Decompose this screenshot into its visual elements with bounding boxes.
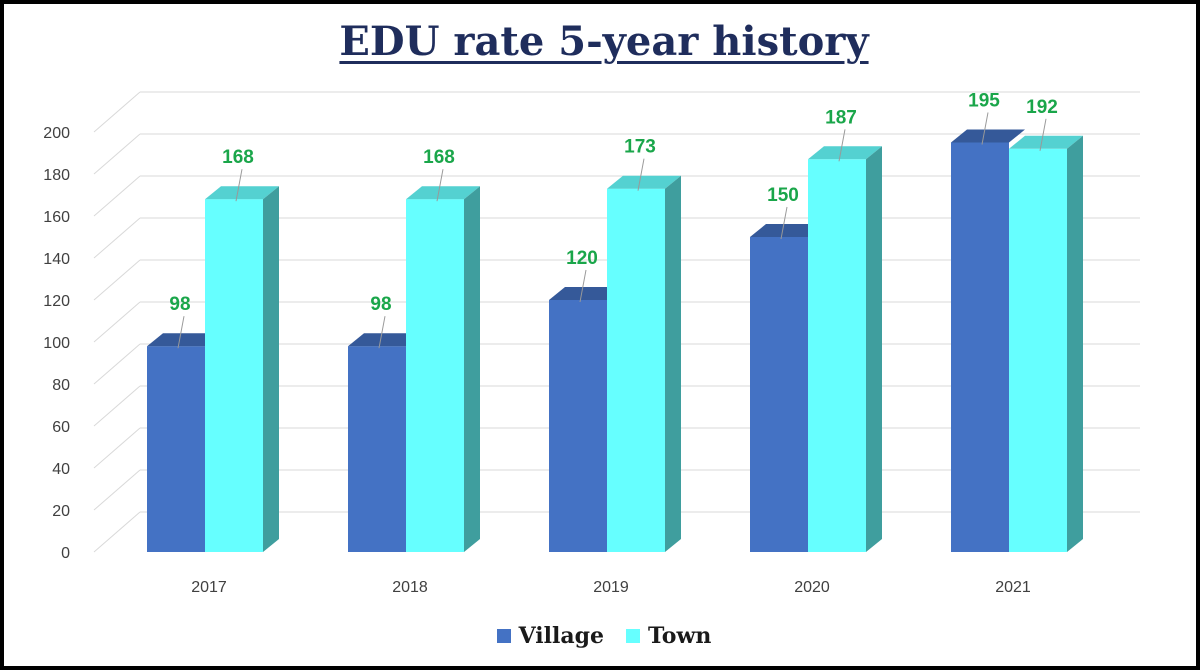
x-tick-label: 2018 (392, 579, 428, 596)
bar-side-town (464, 186, 480, 552)
data-label-leader (838, 129, 846, 162)
data-label: 120 (566, 248, 598, 269)
y-tick-label: 160 (43, 209, 70, 226)
legend-label: Village (518, 623, 604, 649)
data-label-leader (378, 316, 386, 349)
bar-top-village (750, 224, 824, 237)
bar-village (951, 142, 1009, 552)
data-label: 192 (1026, 97, 1058, 118)
gridline-slant (93, 469, 141, 511)
y-tick-label: 80 (52, 377, 70, 394)
data-label-leader (579, 269, 587, 303)
data-label: 98 (370, 294, 391, 315)
bar-top-village (147, 333, 221, 347)
data-label-leader (1039, 118, 1047, 151)
gridline-slant (93, 175, 141, 217)
gridline-slant (93, 217, 141, 259)
gridline-slant (93, 343, 141, 385)
bar-side-town (263, 186, 279, 552)
x-tick-label: 2020 (794, 579, 830, 596)
bar-top-village (951, 129, 1025, 143)
bar-side-town (1067, 135, 1083, 553)
bar-town (205, 199, 263, 552)
gridline-slant (93, 427, 141, 469)
y-tick-label: 140 (43, 251, 70, 268)
gridline-slant (93, 259, 141, 301)
y-tick-label: 20 (52, 503, 70, 520)
chart-title: EDU rate 5-year history (339, 18, 869, 65)
y-tick-label: 60 (52, 419, 70, 436)
data-label-leader (637, 158, 645, 191)
legend-item-town: Town (625, 623, 712, 649)
bar-top-village (549, 287, 623, 300)
gridline-slant (93, 511, 141, 553)
data-label: 168 (222, 147, 254, 168)
data-label: 173 (624, 137, 656, 158)
bar-village (750, 237, 808, 552)
legend-label: Town (647, 623, 712, 649)
x-tick-label: 2019 (593, 579, 629, 596)
y-tick-label: 100 (43, 335, 70, 352)
x-tick-label: 2021 (995, 579, 1031, 596)
bar-town (808, 159, 866, 553)
data-label: 195 (968, 91, 1000, 112)
y-tick-label: 0 (61, 545, 70, 562)
data-label-leader (235, 169, 243, 202)
gridline-slant (93, 133, 141, 175)
gridline-slant (93, 91, 141, 133)
data-label: 150 (767, 185, 799, 206)
data-label-leader (780, 206, 788, 240)
gridline-slant (93, 301, 141, 343)
bar-side-town (665, 175, 681, 552)
bar-top-town (406, 186, 480, 200)
legend: Village Town (4, 623, 1200, 649)
x-tick-label: 2017 (191, 579, 227, 596)
data-label-leader (436, 169, 444, 202)
y-tick-label: 120 (43, 293, 70, 310)
gridline-slant (93, 385, 141, 427)
bar-chart: 0 20 40 60 80 100 120 140 160 180 200 98 168 2017 98 16… (43, 91, 1140, 596)
bar-village (348, 346, 406, 552)
bar-village (147, 346, 205, 552)
data-label-leader (177, 316, 185, 349)
bar-top-town (1009, 135, 1083, 149)
legend-swatch (496, 629, 511, 643)
bar-top-town (205, 186, 279, 200)
bar-village (549, 300, 607, 552)
data-label: 187 (825, 107, 857, 128)
bar-town (1009, 148, 1067, 553)
y-tick-label: 180 (43, 167, 70, 184)
legend-item-village: Village (496, 623, 604, 649)
bar-town (607, 188, 665, 552)
data-label: 168 (423, 147, 455, 168)
data-label: 98 (169, 294, 190, 315)
bar-side-town (866, 146, 882, 553)
y-tick-label: 200 (43, 125, 70, 142)
data-label-leader (981, 112, 989, 145)
bar-town (406, 199, 464, 552)
bar-top-town (808, 146, 882, 160)
bar-top-village (348, 333, 422, 347)
y-tick-label: 40 (52, 461, 70, 478)
legend-swatch (625, 629, 640, 643)
bar-top-town (607, 175, 681, 189)
